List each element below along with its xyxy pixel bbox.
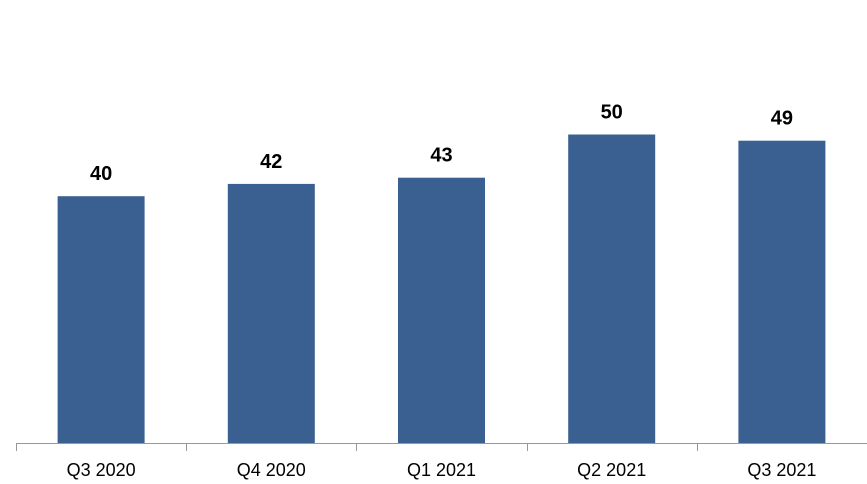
bar-q4-2020 [227, 183, 315, 443]
data-label-q3-2020: 40 [90, 163, 112, 185]
x-axis [16, 443, 867, 451]
bar-q3-2020 [57, 196, 145, 443]
data-label-q1-2021: 43 [430, 145, 452, 167]
x-tick-label-q3-2020: Q3 2020 [67, 460, 136, 480]
x-tick-label-q1-2021: Q1 2021 [407, 460, 476, 480]
data-label-q3-2021: 49 [771, 108, 793, 130]
bar-q1-2021 [398, 177, 485, 443]
bars-group [57, 134, 826, 443]
x-tick-label-q4-2020: Q4 2020 [237, 460, 306, 480]
data-label-q2-2021: 50 [601, 102, 623, 124]
x-tick-label-q3-2021: Q3 2021 [747, 460, 816, 480]
bar-q3-2021 [738, 140, 826, 443]
x-tick-label-q2-2021: Q2 2021 [577, 460, 646, 480]
x-tick-labels-group: Q3 2020 Q4 2020 Q1 2021 Q2 2021 Q3 2021 [67, 460, 817, 480]
bar-q2-2021 [568, 134, 656, 443]
value-labels-group: 40 42 43 50 49 [90, 102, 793, 186]
data-label-q4-2020: 42 [260, 151, 282, 173]
